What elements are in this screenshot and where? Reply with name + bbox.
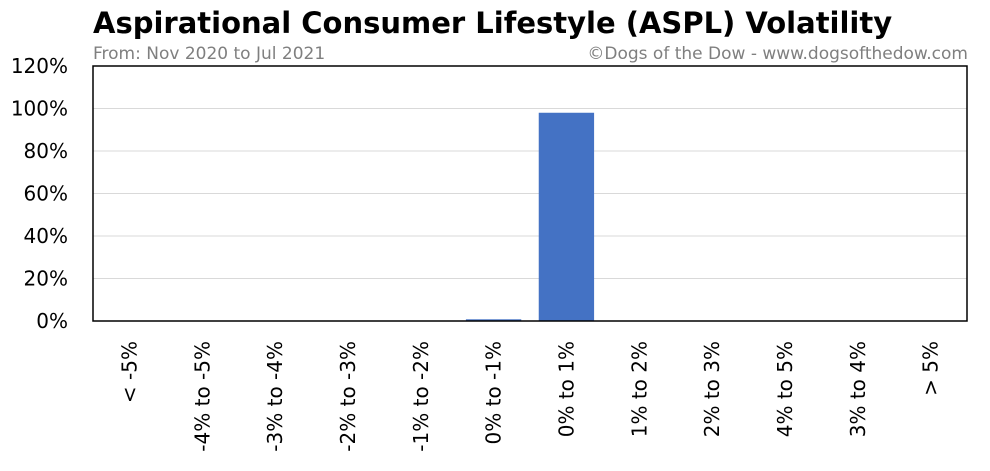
x-tick-label: 0% to -1% [482,341,506,444]
bar [538,112,595,321]
y-tick-label: 40% [24,224,68,248]
bars [465,112,595,321]
x-tick-label: -3% to -4% [263,341,287,452]
y-axis-tick-labels: 0% 20% 40% 60% 80% 100% 120% [11,54,68,333]
chart-title: Aspirational Consumer Lifestyle (ASPL) V… [93,6,892,40]
y-tick-label: 0% [36,309,68,333]
chart-credit: ©Dogs of the Dow - www.dogsofthedow.com [587,44,968,64]
x-tick-label: 4% to 5% [773,341,797,437]
gridlines [93,108,967,279]
x-tick-label: > 5% [919,341,943,396]
y-tick-label: 60% [24,182,68,206]
y-tick-label: 20% [24,267,68,291]
x-tick-label: -4% to -5% [190,341,214,452]
x-tick-label: -1% to -2% [409,341,433,452]
chart-subtitle: From: Nov 2020 to Jul 2021 [93,44,325,64]
y-tick-label: 100% [11,97,68,121]
y-tick-label: 120% [11,54,68,78]
x-tick-label: -2% to -3% [336,341,360,452]
x-axis-tick-labels: < -5% -4% to -5% -3% to -4% -2% to -3% -1% t… [117,341,942,452]
bar [465,319,522,321]
x-tick-label: 2% to 3% [700,341,724,437]
plot-area-frame [92,65,968,322]
x-tick-label: 1% to 2% [627,341,651,437]
x-tick-label: 3% to 4% [846,341,870,437]
y-tick-label: 80% [24,139,68,163]
x-tick-label: < -5% [117,341,141,403]
x-tick-label: 0% to 1% [554,341,578,437]
